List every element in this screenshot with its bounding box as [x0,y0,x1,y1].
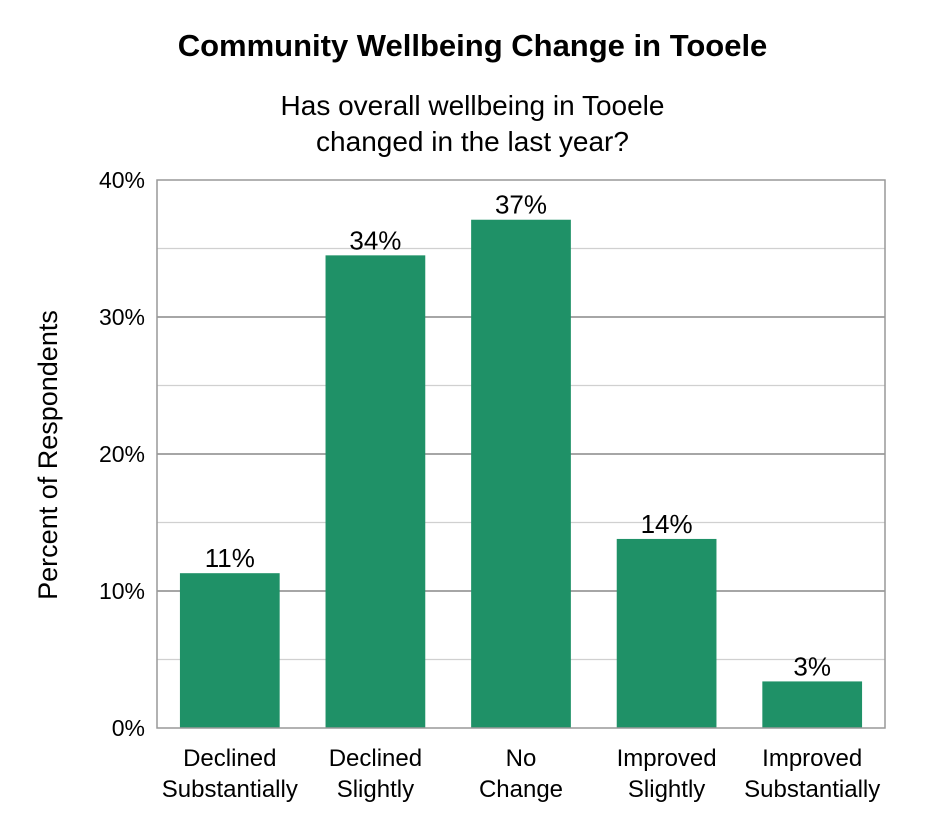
y-tick-label: 40% [99,167,145,193]
bar [471,219,571,729]
bars [179,219,863,729]
x-tick-label-line: Improved [762,745,862,772]
chart-subtitle-line-1: Has overall wellbeing in Tooele [280,90,665,121]
bar [762,681,863,728]
x-tick-label: Declined Substantially [162,745,298,803]
x-tick-label-line: Declined [183,745,276,772]
y-tick-label: 0% [112,715,145,741]
y-axis-label: Percent of Respondents [33,310,63,600]
data-label: 34% [349,225,401,255]
x-tick-label-line: Slightly [337,776,414,803]
x-tick-label-line: Substantially [162,776,298,803]
value-labels: 11% 34% 37% 14% 3% [205,190,831,682]
chart-subtitle-line-2: changed in the last year? [316,126,629,157]
x-tick-label-line: Improved [617,745,717,772]
x-axis-ticks: Declined Substantially Declined Slightly No C… [162,745,880,803]
bar [325,255,426,728]
x-tick-label: Improved Slightly [617,745,717,803]
y-tick-label: 30% [99,304,145,330]
data-label: 3% [793,651,831,681]
y-axis-ticks: 0% 10% 20% 30% 40% [99,167,145,741]
y-tick-label: 20% [99,441,145,467]
x-tick-label-line: Slightly [628,776,705,803]
x-tick-label-line: Substantially [744,776,880,803]
x-tick-label-line: Change [479,776,563,803]
x-tick-label: Improved Substantially [744,745,880,803]
y-tick-label: 10% [99,578,145,604]
bar [179,573,280,728]
plot-area-border [156,179,886,729]
x-tick-label-line: Declined [329,745,422,772]
data-label: 37% [495,190,547,220]
x-tick-label: Declined Slightly [329,745,422,803]
bar [616,538,717,728]
data-label: 11% [205,543,255,573]
x-tick-label: No Change [479,745,563,803]
data-label: 14% [641,509,693,539]
chart-title: Community Wellbeing Change in Tooele [177,28,768,63]
x-tick-label-line: No [506,745,537,772]
chart-subtitle: Has overall wellbeing in Tooele changed … [0,88,945,160]
